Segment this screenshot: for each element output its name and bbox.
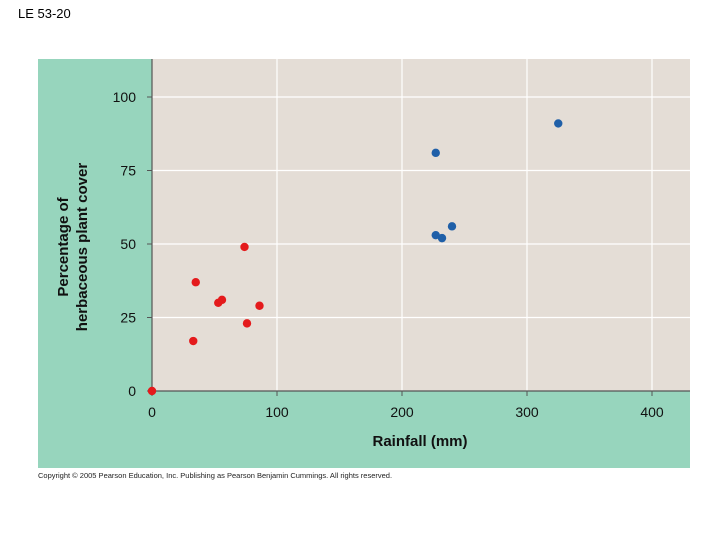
slide-label: LE 53-20 <box>18 6 71 21</box>
x-tick-label: 200 <box>390 404 414 420</box>
x-tick-label: 0 <box>148 404 156 420</box>
x-tick-label: 300 <box>515 404 539 420</box>
plot-area <box>152 59 690 391</box>
data-point <box>255 301 264 310</box>
scatter-chart: 0 25 50 75 100 0 100 200 300 400 Rainfall (mm) Pe… <box>55 59 690 450</box>
y-tick-label: 100 <box>113 89 137 105</box>
data-point <box>554 119 563 128</box>
data-point <box>447 222 457 231</box>
y-tick-label: 50 <box>120 236 136 252</box>
x-axis-title: Rainfall (mm) <box>372 433 467 450</box>
y-axis-title-line-1: Percentage of <box>55 196 72 296</box>
y-axis-title-line-2: herbaceous plant cover <box>74 163 91 332</box>
data-point <box>217 295 227 305</box>
figure-panel: 0 25 50 75 100 0 100 200 300 400 Rainfall (mm) Pe… <box>38 59 690 468</box>
data-point <box>240 242 249 252</box>
data-point <box>437 233 447 243</box>
y-tick-label: 75 <box>120 163 136 179</box>
data-point <box>242 319 252 328</box>
tick-labels: 0 25 50 75 100 0 100 200 300 400 <box>113 89 664 420</box>
y-tick-label: 0 <box>128 383 136 399</box>
data-point <box>431 148 440 158</box>
copyright-notice: Copyright © 2005 Pearson Education, Inc.… <box>38 471 393 480</box>
data-point <box>189 336 198 346</box>
x-tick-label: 100 <box>265 404 289 420</box>
data-points <box>147 119 563 396</box>
data-point <box>191 278 200 287</box>
data-point <box>147 386 157 396</box>
y-tick-label: 25 <box>120 310 136 326</box>
x-tick-label: 400 <box>640 404 664 420</box>
data-point <box>431 230 440 240</box>
